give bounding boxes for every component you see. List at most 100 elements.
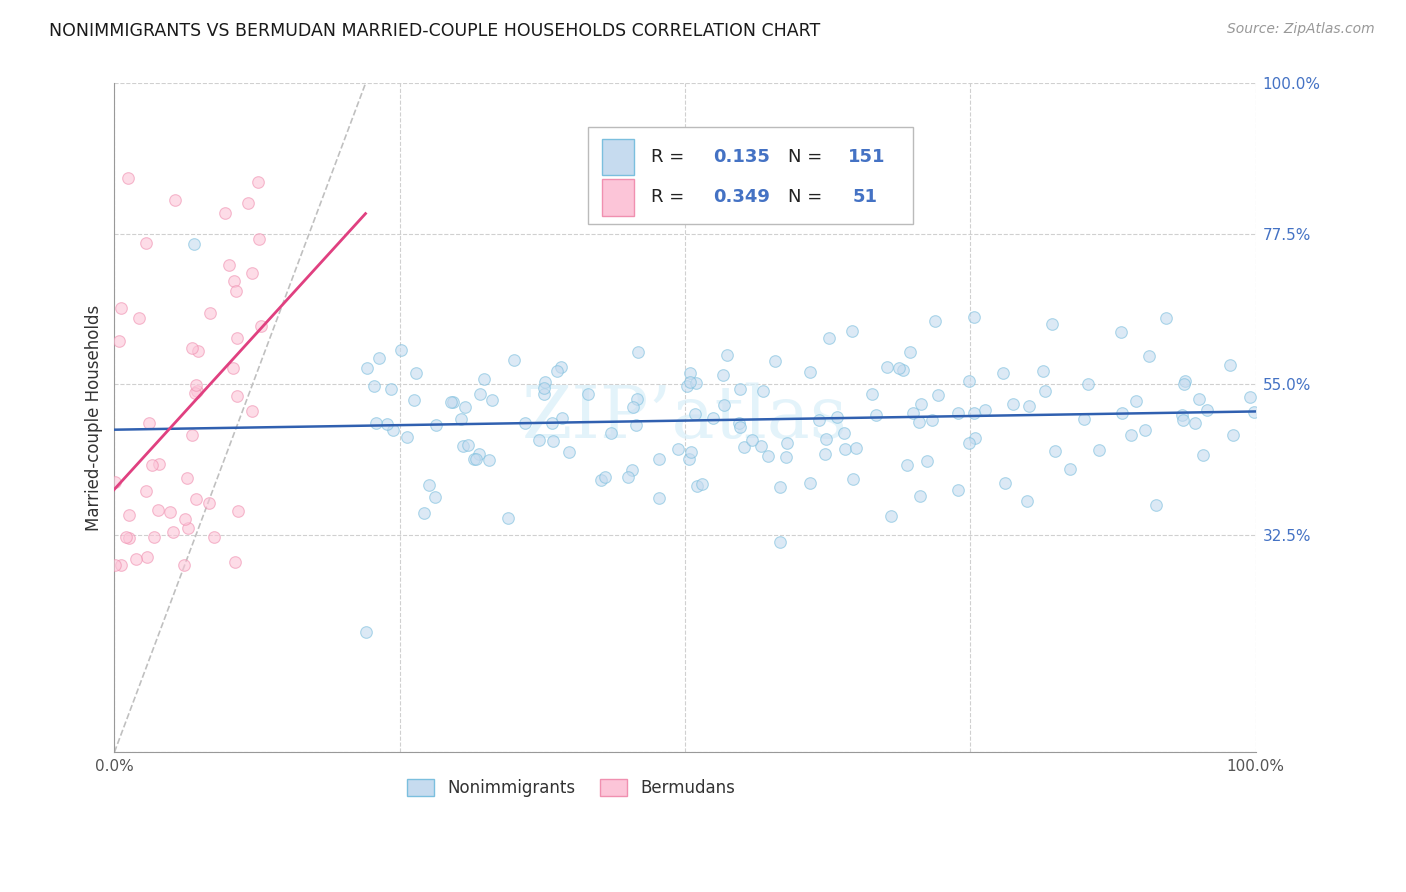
Point xyxy=(115,530,138,544)
Point xyxy=(865,408,887,422)
Point xyxy=(799,476,821,491)
Point xyxy=(1088,442,1111,457)
Point xyxy=(1033,384,1056,399)
Point xyxy=(1192,448,1215,462)
Point xyxy=(769,480,792,494)
Point xyxy=(818,331,841,345)
Point xyxy=(104,558,127,572)
Point xyxy=(240,266,263,280)
Point xyxy=(1040,317,1063,331)
Point xyxy=(454,400,477,414)
Point xyxy=(711,368,734,383)
Point xyxy=(367,351,389,365)
Point xyxy=(1119,428,1142,442)
Bar xyxy=(602,178,634,216)
Point xyxy=(683,407,706,421)
Point xyxy=(202,530,225,544)
Point xyxy=(617,470,640,484)
Point xyxy=(174,512,197,526)
Point xyxy=(225,389,247,403)
Point xyxy=(1195,403,1218,417)
Point xyxy=(496,511,519,525)
Point xyxy=(1109,325,1132,339)
Point xyxy=(117,170,139,185)
Point xyxy=(396,430,419,444)
Point xyxy=(813,447,835,461)
Point xyxy=(413,506,436,520)
Point xyxy=(751,384,773,398)
Point xyxy=(679,366,702,380)
Point xyxy=(198,306,221,320)
Point xyxy=(713,398,735,412)
Point xyxy=(546,364,568,378)
Point xyxy=(148,457,170,471)
Point xyxy=(815,432,838,446)
Point xyxy=(402,393,425,408)
Point xyxy=(159,505,181,519)
Point xyxy=(924,314,946,328)
Point xyxy=(648,451,671,466)
Point xyxy=(247,231,270,245)
Point xyxy=(1059,462,1081,476)
Text: N =: N = xyxy=(787,188,828,206)
Point xyxy=(451,438,474,452)
Text: Source: ZipAtlas.com: Source: ZipAtlas.com xyxy=(1227,22,1375,37)
Point xyxy=(679,376,702,390)
Point xyxy=(470,387,492,401)
Point xyxy=(110,301,132,315)
Point xyxy=(716,347,738,361)
Point xyxy=(576,387,599,401)
Point xyxy=(1173,377,1195,392)
Point xyxy=(621,400,644,414)
Point xyxy=(184,378,207,392)
Point xyxy=(685,376,707,390)
Point xyxy=(128,311,150,326)
Point xyxy=(541,434,564,449)
Point xyxy=(973,403,995,417)
Point xyxy=(963,405,986,419)
Point xyxy=(186,384,208,399)
Point xyxy=(224,274,246,288)
Point xyxy=(104,475,127,489)
Point xyxy=(176,471,198,485)
Point xyxy=(648,491,671,506)
FancyBboxPatch shape xyxy=(588,127,914,224)
Point xyxy=(1133,423,1156,437)
Point xyxy=(624,418,647,433)
Point xyxy=(832,425,855,440)
Text: 51: 51 xyxy=(853,188,877,206)
Point xyxy=(903,406,925,420)
Point xyxy=(841,324,863,338)
Point xyxy=(891,362,914,376)
Point xyxy=(963,431,986,445)
Point xyxy=(165,193,187,207)
Point xyxy=(896,458,918,473)
Point xyxy=(363,379,385,393)
Point xyxy=(910,397,932,411)
Point xyxy=(876,360,898,375)
Point xyxy=(1137,349,1160,363)
Text: R =: R = xyxy=(651,188,690,206)
Point xyxy=(366,416,388,430)
Point xyxy=(108,334,131,348)
Point xyxy=(733,440,755,454)
Point xyxy=(589,473,612,487)
Point xyxy=(354,624,377,639)
Point xyxy=(380,382,402,396)
Text: 0.135: 0.135 xyxy=(714,148,770,166)
Point xyxy=(887,361,910,376)
Point xyxy=(118,508,141,523)
Point xyxy=(1239,390,1261,404)
Point xyxy=(768,535,790,549)
Point xyxy=(181,341,204,355)
Point xyxy=(1219,359,1241,373)
Point xyxy=(117,531,139,545)
Legend: Nonimmigrants, Bermudans: Nonimmigrants, Bermudans xyxy=(401,772,741,804)
Point xyxy=(135,235,157,250)
Point xyxy=(186,491,208,506)
Point xyxy=(551,411,574,425)
Point xyxy=(799,365,821,379)
Point xyxy=(1174,374,1197,388)
Point xyxy=(550,360,572,375)
Point xyxy=(993,476,1015,491)
